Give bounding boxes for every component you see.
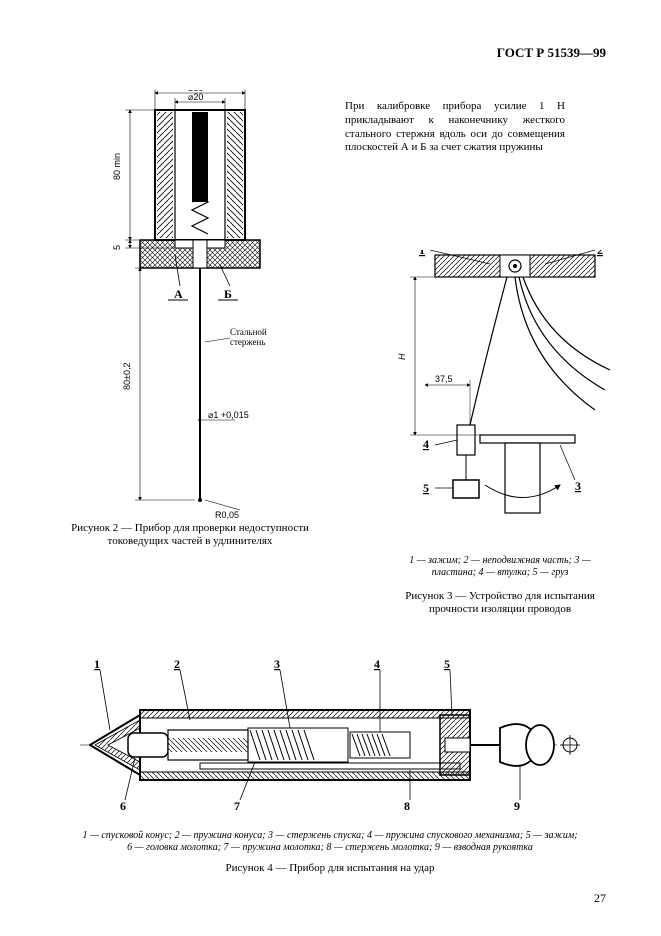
dim-H: H [397, 353, 407, 360]
fig4-lead-5: 5 [444, 660, 450, 671]
fig4-lead-4: 4 [374, 660, 380, 671]
figure-2: ⌀50 ⌀20 80 min 5 А Б Стальной стержень 8… [80, 90, 290, 520]
fig4-lead-3: 3 [274, 660, 280, 671]
fig3-lead-2: 2 [597, 250, 603, 257]
fig4-lead-7: 7 [234, 799, 240, 810]
figure-3-svg: 1 2 4 5 3 H 37,5 [395, 250, 615, 530]
figure-3-legend: 1 — зажим; 2 — неподвижная часть; 3 — пл… [395, 555, 605, 579]
fig4-lead-1: 1 [94, 660, 100, 671]
rod-label1: Стальной [230, 327, 267, 337]
fig3-lead-1: 1 [419, 250, 425, 257]
label-B: Б [224, 287, 232, 301]
rod-label2: стержень [230, 337, 265, 347]
calibration-paragraph: При калибровке прибора усилие 1 Н прикла… [345, 100, 565, 155]
fig4-lead-2: 2 [174, 660, 180, 671]
figure-4: 1 2 3 4 5 6 7 8 9 [80, 660, 580, 810]
dim-375: 37,5 [435, 374, 453, 384]
figure-4-legend: 1 — спусковой конус; 2 — пружина конуса;… [80, 830, 580, 854]
dim-80min: 80 min [112, 153, 122, 180]
figure-3-caption: Рисунок 3 — Устройство для испытания про… [395, 590, 605, 616]
dim-tip: R0,05 [215, 510, 239, 520]
fig3-lead-5: 5 [423, 481, 429, 495]
fig4-lead-9: 9 [514, 799, 520, 810]
standard-code: ГОСТ Р 51539—99 [497, 45, 606, 61]
label-A: А [174, 287, 183, 301]
figure-3: 1 2 4 5 3 H 37,5 [395, 250, 615, 530]
dim-rodlen: 80±0,2 [122, 363, 132, 390]
fig4-lead-6: 6 [120, 799, 126, 810]
figure-4-caption: Рисунок 4 — Прибор для испытания на удар [80, 862, 580, 874]
page-number: 27 [594, 891, 606, 906]
figure-2-svg: ⌀50 ⌀20 80 min 5 А Б Стальной стержень 8… [80, 90, 290, 520]
dim-d20: ⌀20 [188, 92, 203, 102]
fig3-lead-3: 3 [575, 479, 581, 493]
figure-4-svg: 1 2 3 4 5 6 7 8 9 [80, 660, 580, 810]
fig4-lead-8: 8 [404, 799, 410, 810]
dim-roddia: ⌀1 +0,015 [208, 410, 249, 420]
figure-2-caption: Рисунок 2 — Прибор для проверки недоступ… [70, 522, 310, 548]
fig3-lead-4: 4 [423, 437, 429, 451]
dim-5: 5 [112, 245, 122, 250]
